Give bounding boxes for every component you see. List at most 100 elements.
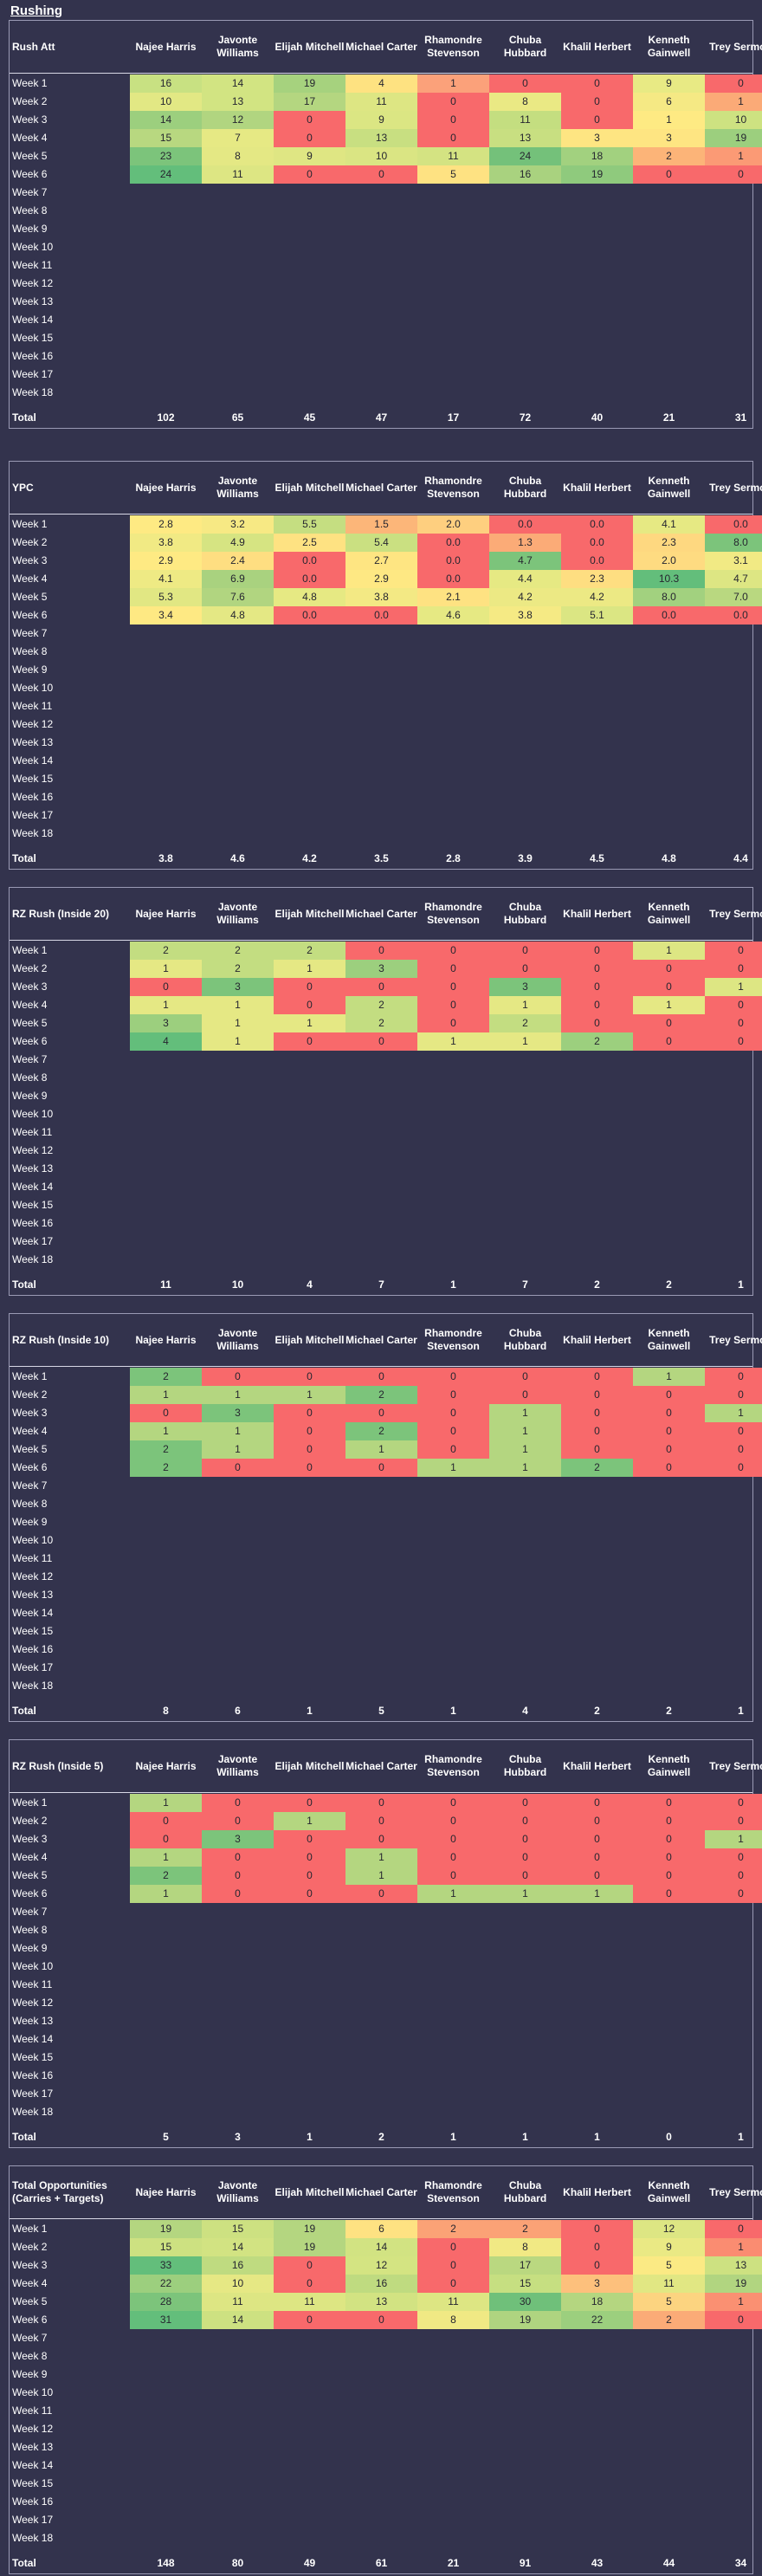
heatmap-cell: 14 bbox=[202, 2238, 274, 2256]
week-label: Week 6 bbox=[12, 1461, 48, 1473]
heatmap-cell: 2 bbox=[345, 1422, 417, 1440]
heatmap-cell: 16 bbox=[130, 74, 202, 93]
heatmap-cell: 4.6 bbox=[417, 606, 489, 625]
heatmap-cell: 3.1 bbox=[705, 552, 762, 570]
player-column-header: Rhamondre Stevenson bbox=[424, 901, 482, 926]
week-label: Week 16 bbox=[12, 1643, 54, 1655]
heatmap-cell: 1 bbox=[489, 996, 561, 1014]
week-label: Week 14 bbox=[12, 2459, 54, 2471]
heatmap-cell: 1 bbox=[633, 111, 705, 129]
heatmap-cell: 2 bbox=[417, 2220, 489, 2238]
week-label: Week 15 bbox=[12, 1625, 54, 1637]
heatmap-cell: 15 bbox=[130, 129, 202, 147]
heatmap-cell: 4.2 bbox=[489, 588, 561, 606]
heatmap-cell: 19 bbox=[561, 165, 633, 184]
heatmap-cell: 0 bbox=[345, 1368, 417, 1386]
heatmap-cell: 2 bbox=[202, 942, 274, 960]
stat-table: YPC Najee Harris Javonte Williams Elijah Mi… bbox=[9, 461, 762, 870]
week-label: Week 11 bbox=[12, 259, 53, 271]
total-value: 17 bbox=[447, 411, 460, 424]
heatmap-cell: 0 bbox=[489, 74, 561, 93]
player-column-header: Elijah Mitchell bbox=[274, 481, 345, 494]
heatmap-cell: 0 bbox=[705, 1386, 762, 1404]
week-label: Week 12 bbox=[12, 1997, 54, 2009]
heatmap-cell: 4.8 bbox=[274, 588, 345, 606]
heatmap-cell: 2.0 bbox=[417, 515, 489, 534]
player-column-header: Chuba Hubbard bbox=[503, 34, 547, 59]
heatmap-cell: 3.8 bbox=[489, 606, 561, 625]
heatmap-cell: 0 bbox=[561, 1848, 633, 1867]
week-label: Week 4 bbox=[12, 573, 48, 585]
total-value: 4.4 bbox=[733, 852, 748, 864]
heatmap-cell: 2 bbox=[561, 1459, 633, 1477]
total-value: 21 bbox=[662, 411, 675, 424]
heatmap-cell: 0 bbox=[417, 1368, 489, 1386]
heatmap-cell: 1 bbox=[202, 1014, 274, 1032]
week-label: Week 3 bbox=[12, 2259, 48, 2271]
heatmap-cell: 0 bbox=[561, 1422, 633, 1440]
week-label: Week 4 bbox=[12, 999, 48, 1011]
week-label: Week 14 bbox=[12, 1607, 54, 1619]
heatmap-cell: 0 bbox=[633, 1032, 705, 1051]
heatmap-cell: 0 bbox=[202, 1459, 274, 1477]
heatmap-cell: 12 bbox=[345, 2256, 417, 2275]
stat-table: RZ Rush (Inside 10) Najee Harris Javonte W… bbox=[9, 1313, 762, 1722]
week-label: Week 1 bbox=[12, 77, 48, 89]
table-title: RZ Rush (Inside 20) bbox=[12, 907, 110, 920]
week-label: Week 6 bbox=[12, 1035, 48, 1047]
week-label: Week 16 bbox=[12, 791, 54, 803]
week-label: Week 14 bbox=[12, 1181, 54, 1193]
heatmap-cell: 0 bbox=[345, 1812, 417, 1830]
week-label: Week 1 bbox=[12, 1796, 48, 1809]
heatmap-cell: 1.5 bbox=[345, 515, 417, 534]
week-label: Week 7 bbox=[12, 1479, 48, 1492]
total-value: 5 bbox=[378, 1705, 384, 1717]
heatmap-cell: 3.2 bbox=[202, 515, 274, 534]
total-value: 8 bbox=[163, 1705, 169, 1717]
player-column-header: Najee Harris bbox=[135, 40, 197, 53]
heatmap-cell: 0 bbox=[417, 978, 489, 996]
heatmap-cell: 0 bbox=[633, 165, 705, 184]
heatmap-cell: 0 bbox=[561, 996, 633, 1014]
table-title: Rush Att bbox=[12, 40, 55, 53]
heatmap-cell: 0 bbox=[417, 111, 489, 129]
week-label: Week 16 bbox=[12, 1217, 54, 1229]
heatmap-cell: 2.8 bbox=[130, 515, 202, 534]
stat-table: Total Opportunities (Carries + Targets) N… bbox=[9, 2165, 762, 2574]
heatmap-cell: 6.9 bbox=[202, 570, 274, 588]
week-label: Week 13 bbox=[12, 1162, 54, 1175]
heatmap-cell: 22 bbox=[130, 2275, 202, 2293]
heatmap-cell: 0 bbox=[345, 1794, 417, 1812]
heatmap-cell: 8.0 bbox=[705, 534, 762, 552]
total-value: 10 bbox=[231, 1278, 244, 1291]
week-label: Week 13 bbox=[12, 1589, 54, 1601]
heatmap-cell: 1 bbox=[705, 1830, 762, 1848]
table-title: RZ Rush (Inside 5) bbox=[12, 1759, 104, 1772]
heatmap-cell: 3.8 bbox=[130, 534, 202, 552]
week-label: Week 1 bbox=[12, 2223, 48, 2235]
week-label: Week 12 bbox=[12, 2423, 54, 2435]
total-value: 7 bbox=[378, 1278, 384, 1291]
heatmap-cell: 1 bbox=[705, 147, 762, 165]
heatmap-cell: 23 bbox=[130, 147, 202, 165]
week-label: Week 15 bbox=[12, 773, 54, 785]
heatmap-cell: 4 bbox=[130, 1032, 202, 1051]
heatmap-cell: 0 bbox=[705, 960, 762, 978]
week-label: Week 1 bbox=[12, 944, 48, 956]
player-column-header: Elijah Mitchell bbox=[274, 2185, 345, 2198]
heatmap-cell: 1 bbox=[130, 1794, 202, 1812]
heatmap-cell: 13 bbox=[705, 2256, 762, 2275]
heatmap-cell: 1 bbox=[202, 1032, 274, 1051]
heatmap-cell: 2.9 bbox=[345, 570, 417, 588]
heatmap-cell: 0 bbox=[130, 1812, 202, 1830]
heatmap-cell: 0 bbox=[417, 2256, 489, 2275]
heatmap-cell: 19 bbox=[705, 2275, 762, 2293]
heatmap-cell: 0 bbox=[561, 1812, 633, 1830]
heatmap-cell: 3 bbox=[489, 978, 561, 996]
week-label: Week 6 bbox=[12, 1887, 48, 1900]
heatmap-cell: 0 bbox=[633, 1812, 705, 1830]
heatmap-cell: 0 bbox=[417, 1830, 489, 1848]
week-label: Week 11 bbox=[12, 2404, 53, 2417]
heatmap-cell: 0 bbox=[417, 1440, 489, 1459]
total-value: 2 bbox=[378, 2131, 384, 2143]
